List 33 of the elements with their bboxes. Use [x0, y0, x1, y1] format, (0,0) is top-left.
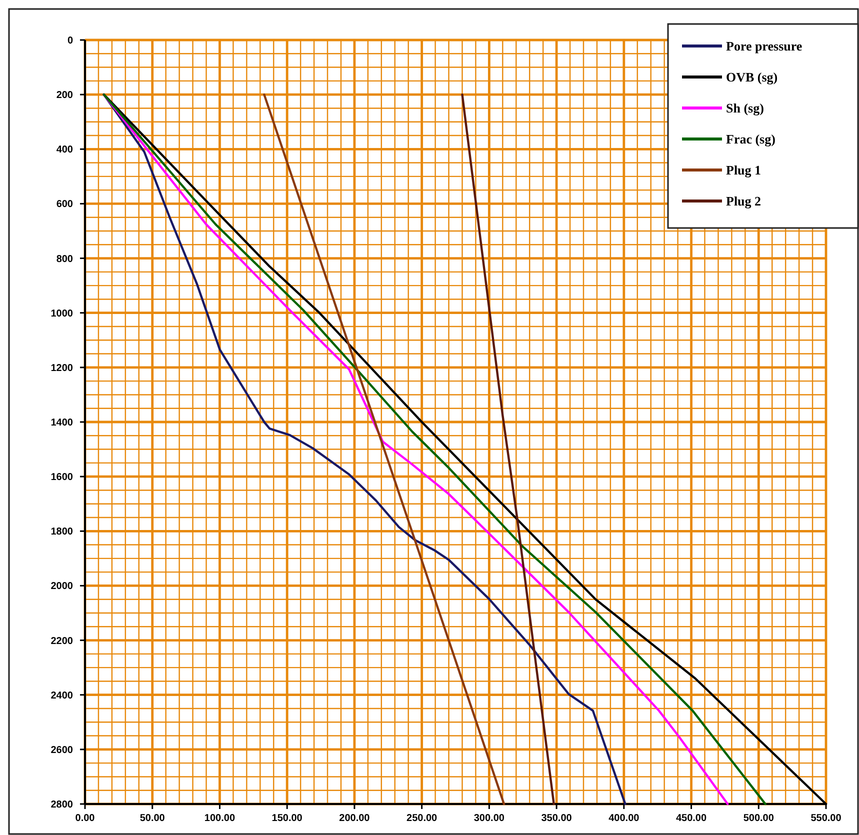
x-tick-label: 550.00 — [810, 813, 842, 824]
x-tick-label: 350.00 — [541, 813, 572, 824]
legend-label: Frac (sg) — [726, 132, 776, 147]
legend-label: Plug 1 — [726, 162, 762, 178]
y-tick-label: 2600 — [50, 744, 74, 756]
x-tick-label: 200.00 — [339, 813, 370, 824]
x-tick-label: 400.00 — [608, 813, 640, 824]
x-tick-label: 150.00 — [272, 813, 303, 824]
x-tick-label: 500.00 — [743, 813, 774, 824]
legend-label: Sh (sg) — [726, 100, 764, 116]
y-tick-label: 600 — [56, 199, 74, 210]
y-tick-label: 400 — [56, 144, 74, 156]
y-tick-label: 1200 — [50, 362, 74, 374]
y-tick-label: 2800 — [50, 800, 74, 810]
y-tick-label: 1600 — [50, 472, 74, 484]
x-tick-label: 100.00 — [204, 813, 236, 824]
y-tick-label: 200 — [56, 90, 74, 102]
y-tick-label: 2200 — [50, 636, 74, 647]
y-tick-label: 0 — [67, 36, 74, 46]
legend-label: Plug 2 — [726, 194, 762, 209]
x-tick-label: 450.00 — [676, 813, 707, 824]
x-tick-label: 0.00 — [75, 813, 96, 824]
legend-label: Pore pressure — [726, 38, 802, 54]
x-tick-label: 250.00 — [406, 813, 438, 824]
y-tick-label: 1400 — [50, 418, 74, 428]
y-tick-label: 1800 — [50, 526, 74, 538]
y-tick-label: 2000 — [50, 581, 74, 592]
y-tick-label: 2400 — [50, 690, 74, 702]
legend-label: OVB (sg) — [726, 70, 778, 85]
y-tick-label: 800 — [56, 254, 74, 265]
x-tick-label: 50.00 — [140, 813, 166, 824]
y-tick-label: 1000 — [50, 308, 74, 320]
x-tick-label: 300.00 — [474, 813, 505, 824]
